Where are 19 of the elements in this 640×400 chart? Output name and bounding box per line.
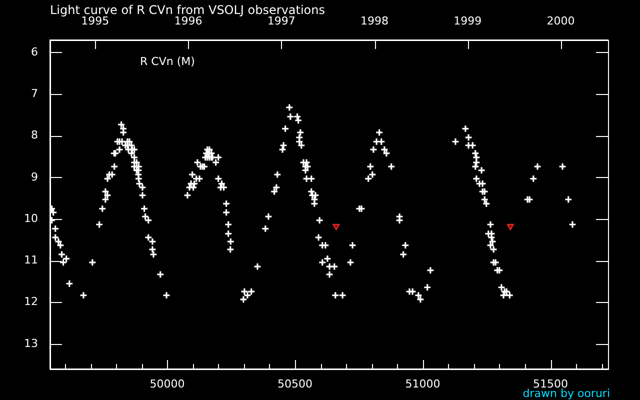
y-tick-label: 10 [24, 212, 38, 225]
x2-tick-label: 1999 [454, 14, 482, 28]
y-tick-label: 8 [31, 128, 38, 142]
x-tick-label: 50000 [150, 377, 185, 390]
x-tick-label: 50500 [278, 377, 313, 390]
y-tick-label: 7 [31, 87, 38, 100]
x2-tick-label: 2000 [546, 14, 575, 28]
x-tick-label: 51000 [405, 377, 440, 390]
y-tick-label: 13 [24, 336, 38, 350]
text: R CVn (M) [140, 54, 195, 68]
x2-tick-label: 1996 [174, 14, 202, 28]
y-tick-label: 12 [24, 295, 38, 308]
y-tick-label: 9 [31, 170, 38, 184]
x2-tick-label: 1997 [267, 14, 296, 28]
x2-tick-label: 1998 [360, 14, 389, 28]
x2-tick-label: 1995 [81, 14, 110, 28]
y-tick-label: 11 [24, 254, 38, 267]
chart-title: Light curve of R CVn from VSOLJ observations [50, 3, 326, 17]
y-tick-label: 6 [31, 45, 38, 58]
